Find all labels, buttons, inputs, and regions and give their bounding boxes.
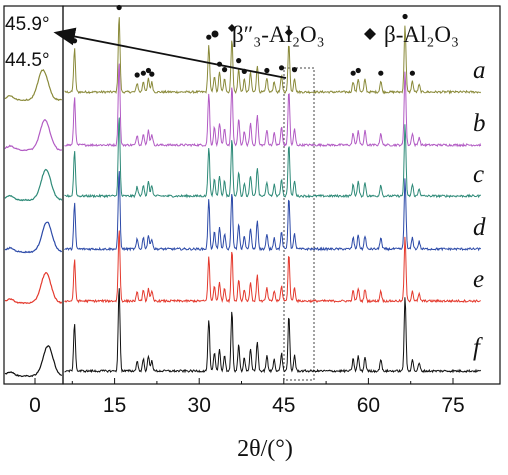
x-tick-label: 15 [103,394,126,417]
xrd-pattern-f [64,288,482,374]
legend-marker-beta [364,28,376,40]
curve-label-f: f [473,334,483,361]
beta-double-prime-marker [409,70,415,76]
beta-double-prime-marker [278,65,285,71]
beta-double-prime-marker [350,70,356,76]
curve-label-e: e [473,266,484,293]
beta-double-prime-marker [402,13,408,20]
beta-marker [284,28,293,37]
beta-double-prime-marker [355,67,361,74]
beta-double-prime-marker [140,70,146,76]
inset-label-top: 45.9° [5,14,50,35]
beta-double-prime-marker [71,38,78,44]
curve-label-c: c [473,161,484,188]
curve-label-a: a [473,57,486,84]
inset-pattern-a [4,69,62,102]
beta-double-prime-marker [236,58,242,64]
inset-pattern-b [4,118,63,152]
xrd-pattern-c [64,117,482,199]
shift-arrow [53,27,287,79]
legend: β″₃-Al₂O₃ β-Al₂O₃ [211,22,459,47]
beta-double-prime-marker [206,34,212,40]
x-tick-label: 75 [441,394,464,417]
beta-double-prime-marker [134,72,140,78]
xrd-pattern-e [64,230,481,304]
inset-label-bottom: 44.5° [5,50,50,71]
xrd-pattern-d [64,171,482,252]
beta-double-prime-marker [221,67,228,73]
beta-double-prime-marker [378,70,384,76]
x-tick-label: 45 [272,394,295,417]
beta-double-prime-marker [291,67,298,73]
xrd-pattern-b [64,63,482,148]
x-tick-label: 0 [29,394,41,417]
curve-label-b: b [473,110,486,137]
beta-marker [227,24,236,32]
inset-pattern-c [4,168,63,202]
x-tick-label: 60 [357,394,380,417]
inset-pattern-f [4,345,63,378]
inset-pattern-d [4,221,63,254]
beta-double-prime-marker [116,4,122,11]
highlight-box [283,67,315,381]
x-tick-label: 30 [188,394,211,417]
beta-double-prime-marker [149,71,155,77]
beta-double-prime-marker [145,67,152,74]
beta-double-prime-marker [264,67,270,74]
legend-marker-beta-double-prime [211,30,219,38]
curve-label-d: d [473,214,486,241]
xrd-pattern-a [64,17,482,95]
inset-frame [3,5,64,385]
inset-pattern-e [4,272,63,305]
x-axis-title: 2θ/(°) [237,436,293,462]
legend-label-beta-double-prime: β″₃-Al₂O₃ [232,22,325,47]
legend-label-beta: β-Al₂O₃ [384,22,459,47]
